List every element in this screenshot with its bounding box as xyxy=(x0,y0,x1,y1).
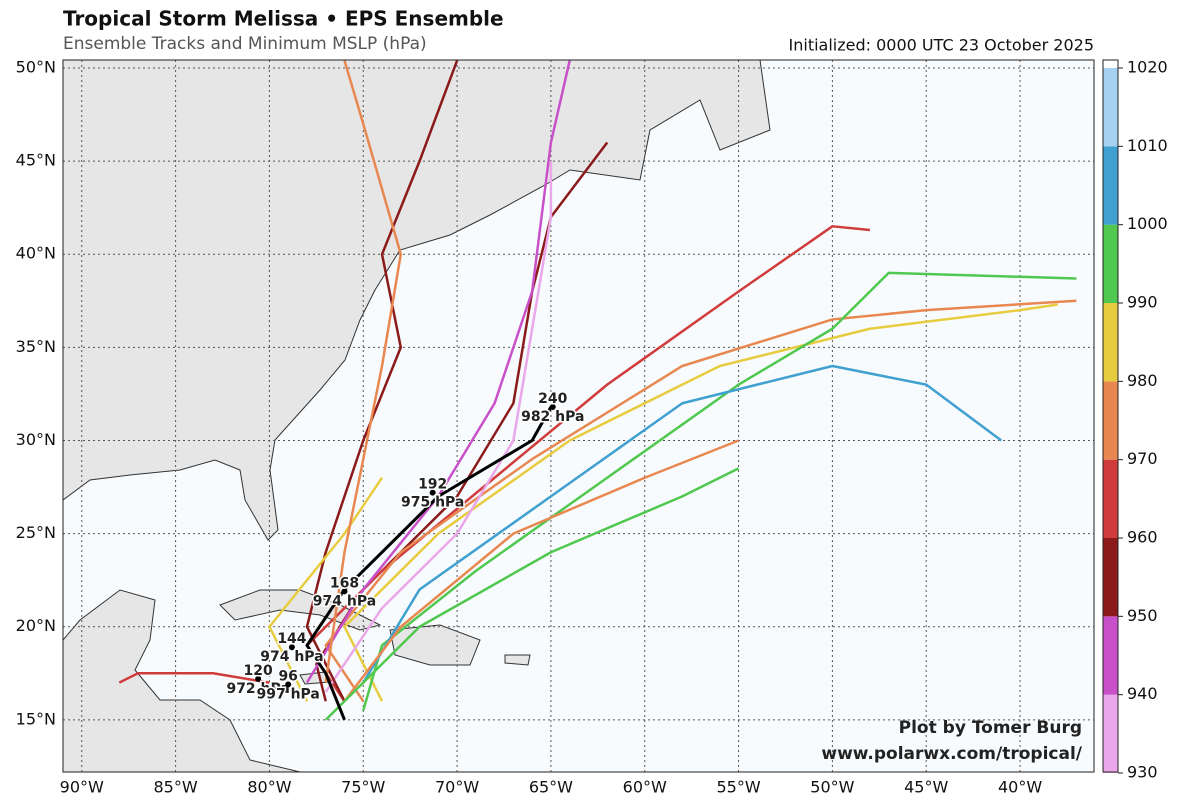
ensemble-track xyxy=(343,439,740,702)
track-label-point xyxy=(255,675,262,682)
init-time: Initialized: 0000 UTC 23 October 2025 xyxy=(789,36,1094,55)
colorbar-bin xyxy=(1103,68,1118,147)
tracks xyxy=(118,60,1077,721)
lon-tick-label: 80°W xyxy=(247,778,291,797)
credit-url: www.polarwx.com/tropical/ xyxy=(821,744,1082,764)
lon-tick-label: 60°W xyxy=(623,778,667,797)
lon-tick-label: 50°W xyxy=(810,778,854,797)
lat-tick-label: 35°N xyxy=(16,337,56,356)
ensemble-track xyxy=(324,467,740,721)
colorbar-tick-label: 950 xyxy=(1127,606,1158,625)
colorbar-tick-label: 990 xyxy=(1127,293,1158,312)
forecast-hour: 168 xyxy=(330,575,359,591)
ensemble-track xyxy=(324,161,553,693)
credit: Plot by Tomer Burg xyxy=(899,718,1082,738)
lat-tick-label: 30°N xyxy=(16,430,56,449)
ensemble-track xyxy=(362,364,1003,684)
colorbar-bin xyxy=(1103,303,1118,382)
forecast-pressure: 974 hPa xyxy=(313,593,376,609)
lat-tick-label: 20°N xyxy=(16,616,56,635)
ensemble-track xyxy=(305,225,871,702)
lon-tick-label: 85°W xyxy=(154,778,198,797)
forecast-hour: 96 xyxy=(278,668,297,684)
lon-tick-label: 45°W xyxy=(904,778,948,797)
lon-tick-label: 70°W xyxy=(435,778,479,797)
ensemble-track xyxy=(305,60,459,702)
title: Tropical Storm Melissa • EPS Ensemble xyxy=(63,7,504,31)
lon-tick-label: 40°W xyxy=(998,778,1042,797)
colorbar-bin xyxy=(1103,694,1118,773)
forecast-pressure: 975 hPa xyxy=(401,495,464,511)
colorbar-tick-label: 970 xyxy=(1127,449,1158,468)
colorbar-bin xyxy=(1103,224,1118,303)
track-label-point xyxy=(285,681,292,688)
ensemble-track xyxy=(324,60,403,683)
lon-tick-label: 55°W xyxy=(716,778,760,797)
lat-tick-label: 40°N xyxy=(16,244,56,263)
colorbar-tick-label: 1010 xyxy=(1127,136,1168,155)
forecast-pressure: 974 hPa xyxy=(260,649,323,665)
grid: 90°W 85°W 80°W 75°W 70°W 65°W 60°W 55°W 50°W 45°W… xyxy=(16,58,1094,797)
forecast-hour: 240 xyxy=(538,391,567,407)
colorbar-tick-label: 1000 xyxy=(1127,214,1168,233)
colorbar-tick-label: 960 xyxy=(1127,528,1158,547)
lat-tick-label: 25°N xyxy=(16,523,56,542)
ensemble-track xyxy=(268,477,384,702)
colorbar-bin xyxy=(1103,459,1118,538)
lat-tick-label: 50°N xyxy=(16,58,56,77)
lat-tick-label: 45°N xyxy=(16,151,56,170)
colorbar-frame xyxy=(1102,59,1119,773)
forecast-pressure: 997 hPa xyxy=(256,686,319,702)
track-labels: 240 982 hPa 192 975 hPa 168 974 hPa 144 974 hPa… xyxy=(225,389,586,703)
colorbar-bin xyxy=(1103,538,1118,617)
track-label-point xyxy=(549,403,556,410)
colorbar-bin xyxy=(1103,146,1118,225)
forecast-pressure: 972 hPa xyxy=(226,681,289,697)
lon-tick-label: 90°W xyxy=(60,778,104,797)
colorbar-bin xyxy=(1103,381,1118,460)
track-label-point xyxy=(288,644,295,651)
track-label-point xyxy=(429,489,436,496)
lon-tick-label: 65°W xyxy=(529,778,573,797)
forecast-hour: 192 xyxy=(418,477,447,493)
colorbar: 930 940 950 960 970 980 990 1000 1010 1020 xyxy=(1102,58,1168,782)
colorbar-bin xyxy=(1103,616,1118,695)
colorbar-tick-label: 980 xyxy=(1127,371,1158,390)
colorbar-tick-label: 930 xyxy=(1127,763,1158,782)
forecast-pressure: 982 hPa xyxy=(521,409,584,425)
subtitle: Ensemble Tracks and Minimum MSLP (hPa) xyxy=(63,34,427,54)
forecast-hour: 144 xyxy=(277,631,306,647)
ensemble-track xyxy=(305,60,571,684)
track-label-point xyxy=(341,588,348,595)
colorbar-tick-label: 1020 xyxy=(1127,58,1168,77)
forecast-hour: 120 xyxy=(244,663,273,679)
ensemble-track xyxy=(343,303,1058,702)
lon-tick-label: 75°W xyxy=(341,778,385,797)
map-frame xyxy=(62,59,1095,773)
ensemble-track xyxy=(118,672,270,684)
lat-tick-label: 15°N xyxy=(16,709,56,728)
colorbar-tick-label: 940 xyxy=(1127,684,1158,703)
